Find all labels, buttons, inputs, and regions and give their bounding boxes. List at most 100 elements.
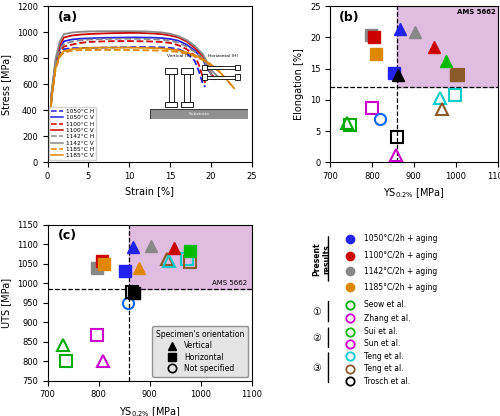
1142°C H (110, 36, 116, 41)
Line: 1142°C V: 1142°C V (48, 31, 217, 162)
Line: 1142°C H: 1142°C H (48, 39, 215, 162)
1100°C H (69, 42, 75, 47)
1185°C V (208, 62, 214, 67)
1050°C H (69, 46, 75, 51)
1100°C V (151, 31, 157, 36)
1100°C V (208, 72, 214, 77)
Text: (a): (a) (58, 11, 78, 24)
1100°C V (102, 31, 108, 36)
1142°C V (151, 30, 157, 35)
1142°C V (118, 29, 124, 34)
1050°C V (57, 47, 63, 52)
1050°C V (86, 36, 91, 41)
1050°C H (134, 45, 140, 50)
X-axis label: YS$_{0.2\%}$ [MPa]: YS$_{0.2\%}$ [MPa] (383, 186, 444, 201)
1185°C V (159, 46, 165, 51)
1100°C V (118, 30, 124, 35)
1142°C V (57, 39, 63, 44)
1050°C V (142, 35, 148, 40)
Text: Present
results: Present results (312, 242, 332, 276)
Text: Trosch et al.: Trosch et al. (364, 377, 410, 386)
1185°C V (231, 86, 237, 91)
1050°C H (102, 45, 108, 50)
1142°C V (110, 29, 116, 34)
Text: Teng et al.: Teng et al. (364, 352, 403, 361)
Text: 1100°C/2h + aging: 1100°C/2h + aging (364, 251, 437, 260)
1100°C H (102, 39, 108, 44)
1100°C H (110, 39, 116, 44)
1050°C H (94, 45, 100, 50)
1185°C V (151, 46, 157, 51)
1185°C V (77, 46, 83, 51)
1050°C V (134, 35, 140, 40)
1185°C H (159, 48, 165, 53)
Y-axis label: Stress [MPa]: Stress [MPa] (1, 54, 11, 115)
1050°C V (77, 36, 83, 41)
1185°C H (228, 83, 234, 88)
1185°C H (52, 66, 59, 71)
1050°C H (196, 69, 202, 74)
Y-axis label: Elongation [%]: Elongation [%] (294, 48, 304, 120)
1142°C V (126, 29, 132, 34)
1185°C V (216, 69, 222, 74)
1142°C V (102, 29, 108, 34)
1142°C H (48, 92, 54, 97)
1142°C H (142, 37, 148, 42)
1100°C V (48, 91, 54, 96)
Line: 1185°C V: 1185°C V (48, 47, 234, 162)
Text: Sui et al.: Sui et al. (364, 327, 398, 336)
Line: 1050°C H: 1050°C H (48, 47, 205, 162)
1142°C H (86, 37, 91, 42)
1185°C H (216, 69, 222, 74)
1142°C H (159, 37, 165, 42)
1050°C H (192, 58, 198, 63)
1185°C V (86, 45, 91, 50)
1142°C V (61, 32, 67, 37)
1050°C V (48, 92, 54, 97)
1185°C H (184, 51, 190, 56)
1050°C V (204, 66, 210, 71)
1185°C V (126, 45, 132, 50)
1100°C V (126, 30, 132, 35)
1185°C H (142, 48, 148, 53)
1100°C H (176, 43, 182, 48)
1050°C V (208, 72, 214, 77)
1050°C V (159, 36, 165, 41)
1100°C H (202, 80, 208, 85)
1185°C V (192, 53, 198, 58)
1142°C V (77, 30, 83, 35)
1142°C V (159, 30, 165, 35)
1100°C V (94, 31, 100, 36)
1142°C H (77, 38, 83, 43)
1185°C H (208, 63, 214, 68)
1185°C H (200, 58, 206, 63)
1142°C H (192, 49, 198, 54)
1050°C H (44, 160, 51, 165)
1100°C H (48, 94, 54, 99)
1050°C H (167, 45, 173, 50)
1050°C H (159, 45, 165, 50)
Text: 1185°C/2h + aging: 1185°C/2h + aging (364, 282, 437, 292)
1142°C H (61, 42, 67, 47)
1100°C H (86, 40, 91, 45)
1185°C H (134, 48, 140, 53)
1142°C H (200, 56, 206, 61)
1050°C H (118, 45, 124, 50)
1185°C V (200, 57, 206, 62)
1050°C V (102, 35, 108, 40)
1142°C H (151, 37, 157, 42)
1100°C V (184, 39, 190, 44)
1185°C H (94, 47, 100, 52)
1142°C H (167, 38, 173, 43)
1100°C V (167, 33, 173, 38)
1050°C V (69, 37, 75, 42)
1142°C V (208, 67, 214, 72)
1100°C V (176, 35, 182, 40)
Text: (b): (b) (338, 11, 359, 24)
1050°C V (94, 36, 100, 41)
1142°C H (118, 36, 124, 41)
1100°C H (77, 40, 83, 45)
1100°C V (77, 32, 83, 37)
X-axis label: YS$_{0.2\%}$ [MPa]: YS$_{0.2\%}$ [MPa] (119, 405, 180, 416)
1142°C V (94, 29, 100, 34)
